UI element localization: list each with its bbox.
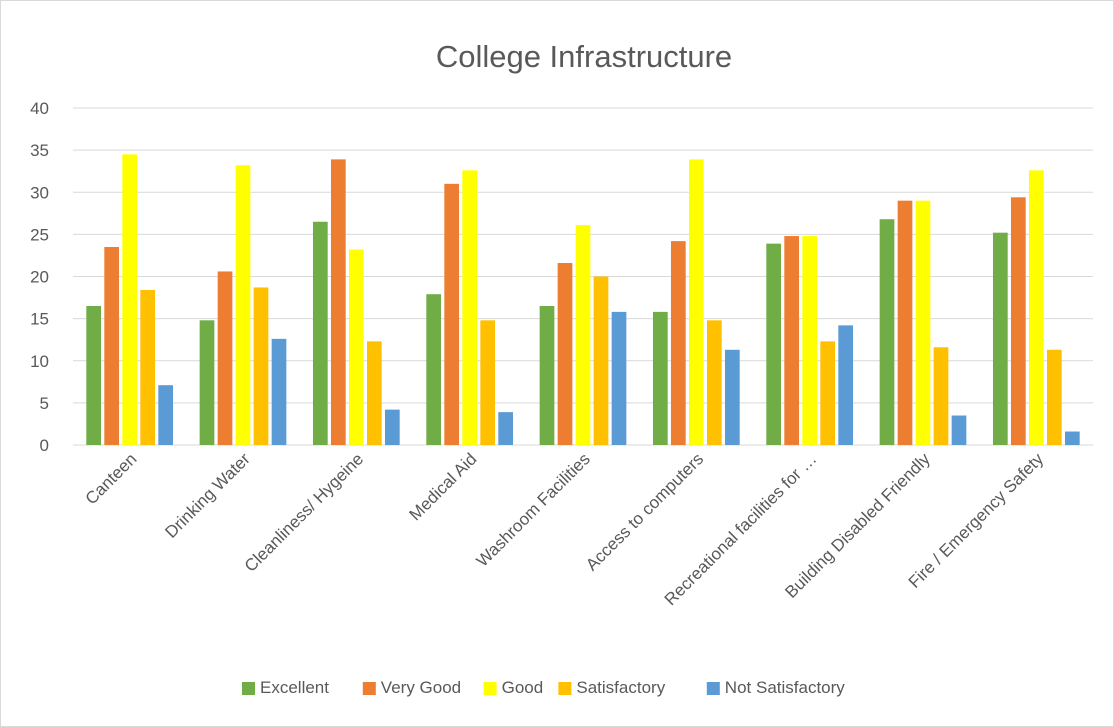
bar-satisfactory bbox=[1046, 349, 1062, 445]
y-tick-label: 0 bbox=[40, 436, 49, 455]
chart-title: College Infrastructure bbox=[436, 39, 732, 74]
legend-swatch bbox=[483, 682, 497, 695]
bar-satisfactory bbox=[820, 341, 836, 445]
bar-excellent bbox=[199, 320, 215, 445]
bar-very-good bbox=[330, 159, 346, 445]
bar-very-good bbox=[897, 200, 913, 445]
bar-excellent bbox=[86, 305, 102, 445]
y-tick-label: 20 bbox=[30, 268, 49, 287]
legend-swatch bbox=[558, 682, 572, 695]
y-tick-label: 5 bbox=[40, 394, 49, 413]
bar-not-satisfactory bbox=[498, 412, 514, 445]
bar-very-good bbox=[1010, 197, 1026, 445]
bar-not-satisfactory bbox=[724, 349, 740, 445]
bar-good bbox=[1028, 170, 1044, 445]
legend-label: Not Satisfactory bbox=[725, 678, 845, 697]
legend: Excellent Very Good Good Satisfactory Not Sa… bbox=[242, 678, 845, 697]
bar-satisfactory bbox=[253, 287, 269, 445]
y-tick-label: 15 bbox=[30, 310, 49, 329]
bar-very-good bbox=[444, 183, 460, 445]
category-label: Drinking Water bbox=[161, 449, 254, 542]
bar-excellent bbox=[426, 294, 442, 445]
legend-swatch bbox=[706, 682, 720, 695]
bar-very-good bbox=[557, 263, 573, 445]
bar-satisfactory bbox=[593, 276, 609, 445]
bar-not-satisfactory bbox=[951, 415, 967, 445]
category-label: Cleanliness/ Hygeine bbox=[241, 449, 367, 575]
category-label: Access to computers bbox=[582, 449, 707, 574]
y-tick-label: 25 bbox=[30, 225, 49, 244]
bar-not-satisfactory bbox=[271, 338, 287, 445]
bar-satisfactory bbox=[366, 341, 382, 445]
bar-good bbox=[462, 170, 478, 445]
bar-excellent bbox=[879, 219, 895, 445]
bars bbox=[86, 154, 1080, 446]
bar-not-satisfactory bbox=[384, 409, 400, 445]
bar-excellent bbox=[992, 232, 1008, 445]
legend-label: Excellent bbox=[260, 678, 329, 697]
legend-label: Satisfactory bbox=[576, 678, 665, 697]
bar-good bbox=[122, 154, 138, 445]
bar-excellent bbox=[652, 311, 668, 445]
y-tick-label: 40 bbox=[30, 99, 49, 118]
category-label: Medical Aid bbox=[406, 449, 481, 524]
category-label: Canteen bbox=[82, 449, 141, 508]
bar-very-good bbox=[217, 271, 233, 445]
legend-label: Good bbox=[502, 678, 544, 697]
legend-label: Very Good bbox=[381, 678, 461, 697]
bar-good bbox=[348, 249, 364, 445]
bar-satisfactory bbox=[480, 320, 496, 445]
bar-very-good bbox=[784, 236, 800, 445]
bar-good bbox=[802, 236, 818, 445]
bar-good bbox=[915, 200, 931, 445]
bar-excellent bbox=[539, 305, 555, 445]
bar-good bbox=[235, 165, 251, 446]
y-tick-label: 10 bbox=[30, 352, 49, 371]
bar-not-satisfactory bbox=[158, 385, 174, 445]
bar-good bbox=[575, 225, 591, 445]
bar-not-satisfactory bbox=[1064, 431, 1080, 445]
bar-satisfactory bbox=[706, 320, 722, 445]
legend-swatch bbox=[242, 682, 255, 695]
legend-swatch bbox=[362, 682, 376, 695]
bar-satisfactory bbox=[140, 289, 156, 445]
bar-excellent bbox=[312, 221, 328, 445]
y-tick-label: 35 bbox=[30, 141, 49, 160]
bar-very-good bbox=[104, 247, 120, 445]
bar-very-good bbox=[670, 241, 686, 445]
y-axis-ticks: 0 5 10 15 20 25 30 35 40 bbox=[30, 99, 49, 455]
bar-not-satisfactory bbox=[838, 325, 854, 445]
bar-satisfactory bbox=[933, 347, 949, 445]
category-label: Washroom Facilities bbox=[473, 449, 594, 570]
bar-good bbox=[688, 159, 704, 445]
bar-not-satisfactory bbox=[611, 311, 627, 445]
y-tick-label: 30 bbox=[30, 183, 49, 202]
bar-excellent bbox=[766, 243, 782, 445]
